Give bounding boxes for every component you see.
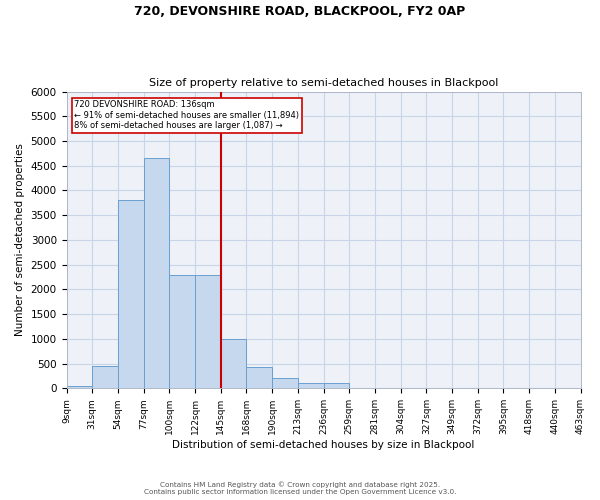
- Bar: [247, 368, 272, 388]
- Title: Size of property relative to semi-detached houses in Blackpool: Size of property relative to semi-detach…: [149, 78, 498, 88]
- Text: 720 DEVONSHIRE ROAD: 136sqm
← 91% of semi-detached houses are smaller (11,894)
8: 720 DEVONSHIRE ROAD: 136sqm ← 91% of sem…: [74, 100, 299, 130]
- Text: 720, DEVONSHIRE ROAD, BLACKPOOL, FY2 0AP: 720, DEVONSHIRE ROAD, BLACKPOOL, FY2 0AP: [134, 5, 466, 18]
- Bar: [143, 158, 169, 388]
- Text: Contains HM Land Registry data © Crown copyright and database right 2025.
Contai: Contains HM Land Registry data © Crown c…: [144, 482, 456, 495]
- Bar: [67, 386, 92, 388]
- Bar: [298, 384, 323, 388]
- Bar: [323, 384, 349, 388]
- Y-axis label: Number of semi-detached properties: Number of semi-detached properties: [15, 144, 25, 336]
- Bar: [169, 274, 195, 388]
- Bar: [272, 378, 298, 388]
- Bar: [92, 366, 118, 388]
- Bar: [195, 274, 221, 388]
- Bar: [118, 200, 143, 388]
- Bar: [221, 339, 247, 388]
- X-axis label: Distribution of semi-detached houses by size in Blackpool: Distribution of semi-detached houses by …: [172, 440, 475, 450]
